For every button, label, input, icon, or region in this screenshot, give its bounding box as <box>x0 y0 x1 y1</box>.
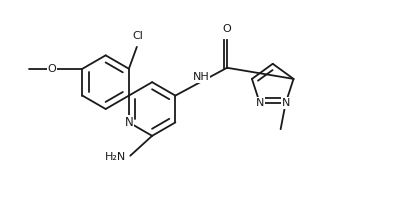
Text: Cl: Cl <box>133 31 143 41</box>
Text: N: N <box>125 116 133 129</box>
Text: N: N <box>281 98 290 108</box>
Text: H₂N: H₂N <box>105 152 126 162</box>
Text: N: N <box>256 98 264 108</box>
Text: O: O <box>48 64 56 74</box>
Text: NH: NH <box>193 72 209 82</box>
Text: O: O <box>223 24 232 34</box>
